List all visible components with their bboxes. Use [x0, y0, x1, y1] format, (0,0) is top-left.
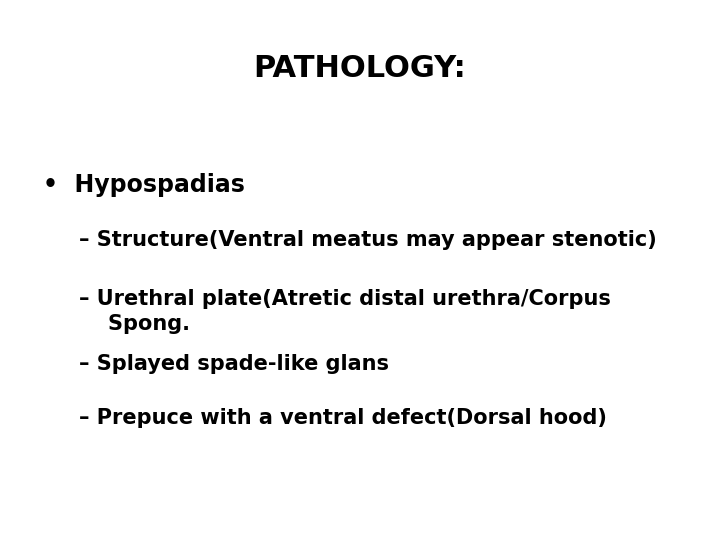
Text: •  Hypospadias: • Hypospadias — [43, 173, 245, 197]
Text: – Urethral plate(Atretic distal urethra/Corpus
    Spong.: – Urethral plate(Atretic distal urethra/… — [79, 289, 611, 334]
Text: PATHOLOGY:: PATHOLOGY: — [253, 54, 467, 83]
Text: – Structure(Ventral meatus may appear stenotic): – Structure(Ventral meatus may appear st… — [79, 230, 657, 249]
Text: – Splayed spade-like glans: – Splayed spade-like glans — [79, 354, 390, 374]
Text: – Prepuce with a ventral defect(Dorsal hood): – Prepuce with a ventral defect(Dorsal h… — [79, 408, 607, 428]
